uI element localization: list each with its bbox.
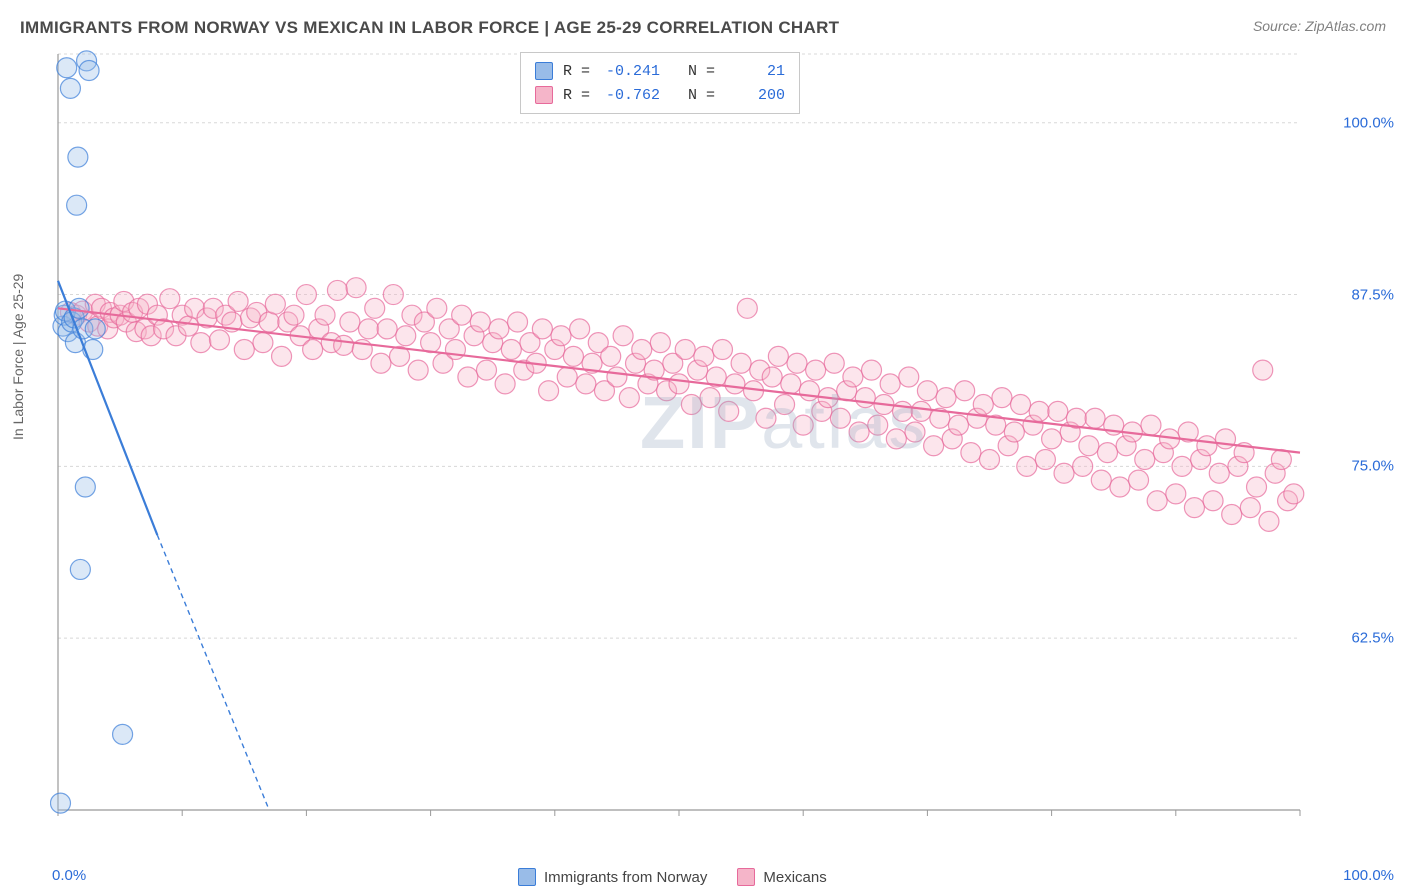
legend-label-norway: Immigrants from Norway <box>544 869 707 886</box>
y-tick-label: 100.0% <box>1343 114 1394 131</box>
chart-container: IMMIGRANTS FROM NORWAY VS MEXICAN IN LAB… <box>0 0 1406 892</box>
legend-label-mexicans: Mexicans <box>763 869 826 886</box>
legend-swatch-norway <box>518 868 536 886</box>
chart-header: IMMIGRANTS FROM NORWAY VS MEXICAN IN LAB… <box>20 18 1386 38</box>
y-tick-label: 75.0% <box>1351 458 1394 475</box>
r-label: R = <box>563 87 590 104</box>
legend-item-norway: Immigrants from Norway <box>518 868 707 886</box>
n-label: N = <box>670 87 715 104</box>
y-axis-label: In Labor Force | Age 25-29 <box>10 274 26 440</box>
correlation-stats-box: R = -0.241 N = 21 R = -0.762 N = 200 <box>520 52 800 114</box>
chart-title: IMMIGRANTS FROM NORWAY VS MEXICAN IN LAB… <box>20 18 839 38</box>
scatter-plot <box>50 50 1360 840</box>
legend-bottom: Immigrants from Norway Mexicans <box>518 868 827 886</box>
n-value-mexicans: 200 <box>725 87 785 104</box>
x-axis-max-label: 100.0% <box>1343 867 1394 884</box>
stats-row-norway: R = -0.241 N = 21 <box>535 59 785 83</box>
legend-item-mexicans: Mexicans <box>737 868 826 886</box>
n-label: N = <box>670 63 715 80</box>
swatch-mexicans <box>535 86 553 104</box>
y-tick-label: 62.5% <box>1351 630 1394 647</box>
n-value-norway: 21 <box>725 63 785 80</box>
y-tick-label: 87.5% <box>1351 286 1394 303</box>
stats-row-mexicans: R = -0.762 N = 200 <box>535 83 785 107</box>
legend-swatch-mexicans <box>737 868 755 886</box>
swatch-norway <box>535 62 553 80</box>
r-label: R = <box>563 63 590 80</box>
r-value-mexicans: -0.762 <box>600 87 660 104</box>
source-attribution: Source: ZipAtlas.com <box>1253 18 1386 34</box>
x-axis-min-label: 0.0% <box>52 867 86 884</box>
r-value-norway: -0.241 <box>600 63 660 80</box>
